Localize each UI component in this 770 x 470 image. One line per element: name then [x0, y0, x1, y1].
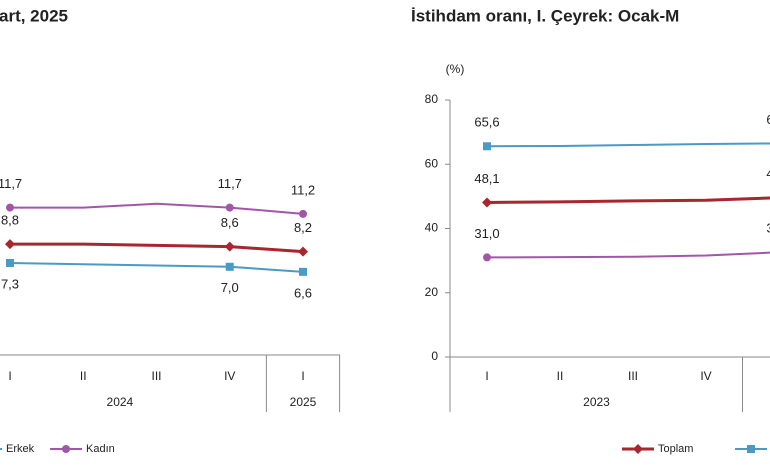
series-line: [486, 251, 770, 259]
data-label: 49,6: [766, 166, 770, 181]
data-label: 65,6: [474, 115, 499, 130]
data-point: [225, 203, 234, 212]
data-point: [224, 241, 235, 252]
data-label: 11,2: [291, 182, 315, 197]
data-label: 11,7: [218, 176, 242, 191]
data-point: [299, 209, 307, 218]
series-line: [10, 242, 304, 254]
x-tick-label: III: [151, 369, 161, 383]
series-line: [10, 202, 304, 215]
data-label: 48,1: [474, 171, 499, 186]
x-tick-label: IV: [700, 369, 711, 383]
series-line: [486, 196, 770, 204]
x-tick-label: III: [628, 369, 638, 383]
data-label: 11,7: [0, 176, 22, 191]
data-label: 8,6: [221, 215, 239, 230]
y-tick-label: 60: [425, 156, 439, 170]
y-tick-label: 20: [425, 285, 439, 299]
y-tick-label: 40: [425, 221, 439, 235]
y-axis-label: (%): [446, 62, 465, 76]
data-point: [6, 259, 14, 268]
data-point: [299, 267, 307, 276]
legend-label: Erkek: [6, 443, 35, 455]
data-point: [6, 203, 14, 212]
legend-marker: [747, 445, 755, 453]
data-point: [225, 262, 234, 271]
series-line: [486, 142, 770, 148]
x-tick-label: II: [557, 369, 564, 383]
data-point: [298, 246, 308, 257]
chart-title: art, 2025: [0, 6, 68, 25]
data-point: [482, 197, 492, 208]
x-tick-label: II: [80, 369, 87, 383]
group-label: 2024: [107, 395, 134, 409]
legend-marker: [633, 444, 643, 454]
data-label: 7,3: [1, 276, 19, 291]
y-tick-label: 0: [431, 349, 438, 363]
chart-title: İstihdam oranı, I. Çeyrek: Ocak-M: [411, 6, 679, 25]
legend-label: Kadın: [86, 443, 115, 455]
data-point: [483, 142, 491, 151]
x-tick-label: I: [485, 369, 488, 383]
data-label: 32,6: [766, 221, 770, 236]
group-label: 2025: [290, 395, 317, 409]
data-label: 8,2: [294, 220, 312, 235]
data-label: 8,8: [1, 213, 19, 228]
y-tick-label: 80: [425, 92, 439, 106]
series-line: [9, 262, 304, 273]
data-point: [5, 239, 15, 250]
data-label: 7,0: [221, 280, 239, 295]
data-label: 31,0: [474, 226, 499, 241]
legend-marker: [62, 445, 70, 453]
data-point: [483, 253, 491, 262]
legend-label: Toplam: [658, 443, 693, 455]
x-tick-label: I: [301, 369, 304, 383]
x-tick-label: IV: [224, 369, 235, 383]
x-tick-label: I: [8, 369, 11, 383]
data-label: 6,6: [294, 285, 312, 300]
data-label: 66,5: [766, 112, 770, 127]
group-label: 2023: [583, 395, 610, 409]
